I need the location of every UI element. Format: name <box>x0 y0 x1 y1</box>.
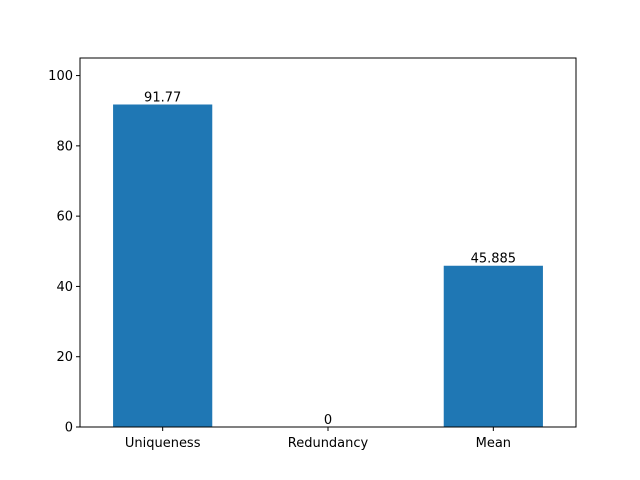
y-axis: 0 20 40 60 80 100 <box>48 69 80 436</box>
y-tick-label-20: 20 <box>56 350 73 365</box>
value-label-mean: 45.885 <box>471 252 517 267</box>
y-tick-label-80: 80 <box>56 139 73 154</box>
y-tick-label-40: 40 <box>56 280 73 295</box>
bar-uniqueness <box>113 104 213 427</box>
bar-mean <box>443 265 543 427</box>
value-label-uniqueness: 91.77 <box>144 90 181 105</box>
y-tick-label-0: 0 <box>65 421 73 436</box>
x-tick-label-redundancy: Redundancy <box>288 436 369 451</box>
x-tick-label-mean: Mean <box>476 436 511 451</box>
value-label-redundancy: 0 <box>324 413 332 428</box>
bars <box>113 104 543 427</box>
y-tick-label-60: 60 <box>56 210 73 225</box>
x-tick-label-uniqueness: Uniqueness <box>125 436 201 451</box>
value-labels: 91.77 0 45.885 <box>144 90 516 428</box>
x-axis: Uniqueness Redundancy Mean <box>125 427 511 451</box>
y-tick-label-100: 100 <box>48 69 73 84</box>
